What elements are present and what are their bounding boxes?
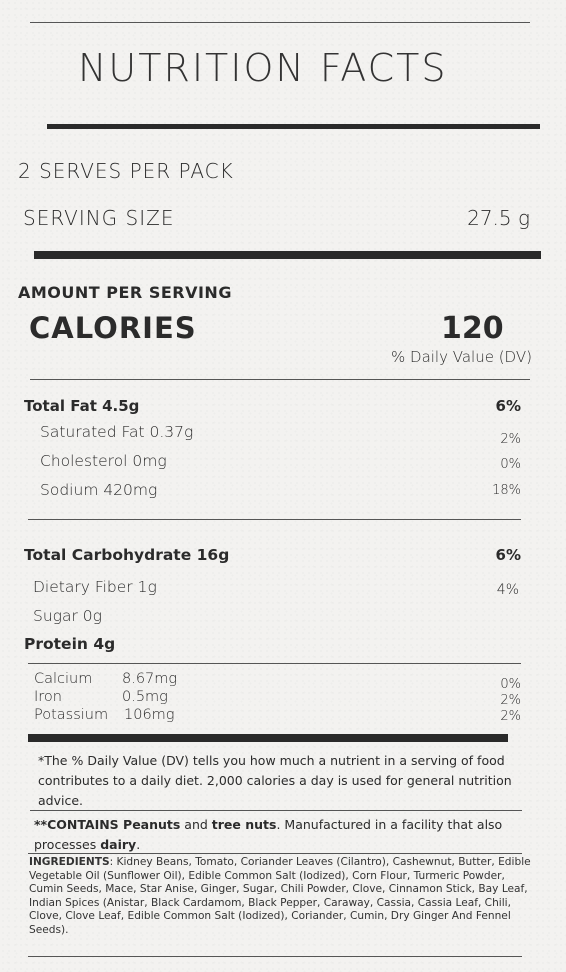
fiber-dv: 4% <box>496 582 519 598</box>
allergen-rule <box>28 853 522 854</box>
fiber-label: Dietary Fiber 1g <box>33 578 157 596</box>
ingredients-text: : Kidney Beans, Tomato, Coriander Leaves… <box>29 856 531 936</box>
serving-size-value: 27.5 g <box>467 206 530 230</box>
page-title: NUTRITION FACTS <box>78 46 448 90</box>
serving-size-label: SERVING SIZE <box>23 206 175 230</box>
protein-label: Protein 4g <box>24 635 116 653</box>
mineral-dv: 0% <box>500 677 521 692</box>
calories-value: 120 <box>441 311 504 346</box>
contains-tree-nuts: tree nuts <box>211 817 277 832</box>
footnote-rule <box>30 810 522 811</box>
total-carb-label: Total Carbohydrate 16g <box>24 546 230 564</box>
serving-rule <box>34 251 541 259</box>
dv-footnote: *The % Daily Value (DV) tells you how mu… <box>38 753 512 808</box>
mineral-name: Calcium <box>34 671 93 687</box>
protein-rule <box>28 663 521 664</box>
mineral-amount: 106mg <box>124 707 175 723</box>
mineral-dv: 2% <box>500 709 521 724</box>
total-fat-label: Total Fat 4.5g <box>24 397 140 415</box>
ingredients-label: INGREDIENTS <box>29 856 110 868</box>
cholesterol-label: Cholesterol 0mg <box>40 452 167 470</box>
dv-header: % Daily Value (DV) <box>391 348 532 366</box>
amount-per-serving: AMOUNT PER SERVING <box>18 283 232 302</box>
contains-peanuts: **CONTAINS Peanuts <box>34 817 181 832</box>
title-underline <box>47 124 540 129</box>
cholesterol-dv: 0% <box>500 457 521 472</box>
allergen-end: . <box>136 837 141 852</box>
fat-rule <box>28 519 521 520</box>
allergen-facility: . Manufactured in a facility that also p… <box>34 817 503 852</box>
saturated-fat-label: Saturated Fat 0.37g <box>40 423 194 441</box>
mineral-name: Potassium <box>34 707 109 723</box>
calories-label: CALORIES <box>29 311 197 345</box>
saturated-fat-dv: 2% <box>500 432 521 447</box>
allergen-and: and <box>180 817 212 832</box>
sodium-label: Sodium 420mg <box>40 481 158 499</box>
bottom-rule <box>28 956 522 957</box>
mineral-name: Iron <box>34 689 62 705</box>
minerals-rule <box>28 734 508 742</box>
mineral-amount: 8.67mg <box>122 671 178 687</box>
mineral-amount: 0.5mg <box>122 689 168 705</box>
mineral-dv: 2% <box>500 693 521 708</box>
allergen-statement: **CONTAINS Peanuts and tree nuts. Manufa… <box>34 815 524 855</box>
total-fat-dv: 6% <box>495 397 521 415</box>
sugar-label: Sugar 0g <box>33 607 102 625</box>
contains-dairy: dairy <box>100 837 137 852</box>
sodium-dv: 18% <box>492 483 521 498</box>
total-carb-dv: 6% <box>495 546 521 564</box>
serves-per-pack: 2 SERVES PER PACK <box>18 159 234 183</box>
calories-rule <box>30 379 530 380</box>
top-rule <box>30 22 530 23</box>
ingredients: INGREDIENTS: Kidney Beans, Tomato, Coria… <box>29 856 535 937</box>
